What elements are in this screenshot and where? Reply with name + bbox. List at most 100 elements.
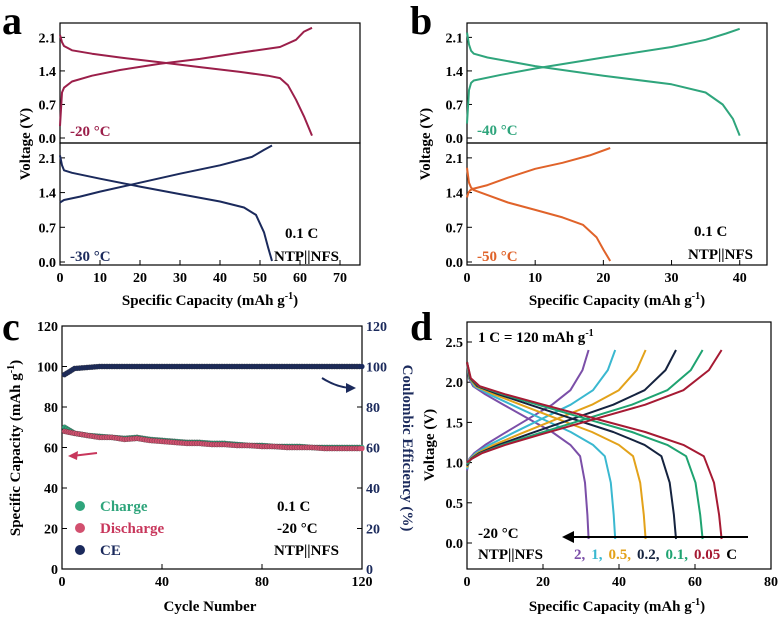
panel-letter-a: a (2, 0, 22, 43)
rate-label-0-1: 0.1, (666, 547, 689, 563)
curve-a-bottom-charge (59, 144, 273, 204)
rate-label-0-05: 0.05 (694, 547, 720, 563)
panel-b-top-ytick-label: 0.0 (446, 132, 464, 147)
panel-b-top-ytick-label: 1.4 (446, 65, 464, 80)
panel-a-top-ytick-label: 2.1 (39, 31, 57, 46)
panel-a-bottom-frame (59, 142, 361, 266)
panel-c-right-ytick-label: 100 (366, 361, 387, 376)
panel-d-ytick-label: 2.0 (446, 376, 464, 391)
panel-b-cell: NTP||NFS (688, 247, 753, 263)
legend-discharge-marker (75, 523, 85, 533)
panel-d-temp: -20 °C (478, 526, 519, 542)
panel-c-left-ytick-label: 80 (44, 401, 58, 416)
curve-b-bottom-charge (466, 147, 611, 198)
panel-d-xlabel: Specific Capacity (mAh g-1) (529, 597, 705, 615)
panel-d-ticks: 0 20 40 60 80 0.0 0.5 1.0 1.5 2.0 2.5 (446, 336, 779, 590)
panel-b-xlabel: Specific Capacity (mAh g-1) (529, 291, 705, 309)
panel-d: d 0 20 40 60 80 0.0 0.5 1.0 1.5 2.0 2.5 Voltage (V… (410, 304, 778, 615)
panel-d-xtick-label: 0 (464, 575, 471, 590)
panel-b-bottom-frame (466, 142, 768, 266)
panel-a-xtick-label: 0 (57, 271, 64, 286)
panel-letter-b: b (410, 0, 432, 43)
point-discharge (359, 445, 365, 452)
legend-ce-marker (75, 545, 85, 555)
panel-b-xtick-label: 40 (733, 271, 747, 286)
rate-label-unit: C (726, 547, 737, 563)
rate-labels: 2, 1, 0.5, 0.2, 0.1, 0.05 C (574, 547, 737, 563)
panel-c-xlabel: Cycle Number (164, 599, 257, 615)
panel-c-left-ytick-label: 20 (44, 523, 58, 538)
legend-discharge-label: Discharge (100, 521, 164, 537)
panel-b-xtick-label: 30 (665, 271, 679, 286)
rate-label-2: 2, (574, 547, 586, 563)
discharge-arrow-head (68, 451, 78, 460)
panel-b-temp-top: -40 °C (477, 123, 518, 139)
panel-a-xtick-label: 40 (213, 271, 227, 286)
panel-c-points (61, 363, 365, 452)
panel-d-cell: NTP||NFS (478, 547, 543, 563)
panel-b-ylabel: Voltage (V) (418, 108, 434, 180)
panel-c-right-ytick-label: 20 (366, 523, 380, 538)
panel-letter-c: c (2, 304, 20, 349)
panel-c-left-ytick-label: 0 (51, 563, 58, 578)
panel-c-right-ytick-label: 80 (366, 401, 380, 416)
panel-b-bottom-ytick-label: 2.1 (446, 152, 464, 167)
panel-c-xtick-label: 80 (255, 575, 269, 590)
panel-b: b 0 10 20 30 40 0.0 0.7 1.4 2.1 0.0 0.7 1.4 2.1 Volt… (410, 0, 768, 309)
panel-a-bottom-ytick-label: 1.4 (39, 187, 57, 202)
panel-d-curves (466, 349, 723, 540)
panel-a-bottom-ytick-label: 2.1 (39, 152, 57, 167)
panel-a-bottom-ytick-label: 0.7 (39, 221, 57, 236)
panel-d-ylabel: Voltage (V) (422, 409, 438, 481)
panel-a-xtick-label: 20 (133, 271, 147, 286)
curve-d-charge-0-05-C (466, 349, 723, 464)
rate-label-0-5: 0.5, (609, 547, 632, 563)
panel-c-temp: -20 °C (277, 521, 318, 537)
panel-d-ytick-label: 0.5 (446, 497, 464, 512)
panel-a-xlabel: Specific Capacity (mAh g-1) (122, 291, 298, 309)
rate-arrow-head (562, 531, 574, 543)
legend-charge-label: Charge (100, 499, 148, 515)
panel-b-bottom-ytick-label: 0.0 (446, 256, 464, 271)
panel-c-left-ytick-label: 120 (37, 320, 58, 335)
panel-c-right-ytick-label: 0 (366, 563, 373, 578)
panel-b-bottom-ytick-label: 0.7 (446, 221, 464, 236)
curve-a-bottom-discharge (59, 155, 273, 262)
panel-a-xtick-label: 70 (333, 271, 347, 286)
panel-d-xtick-label: 20 (536, 575, 550, 590)
panel-c-right-ytick-label: 120 (366, 320, 387, 335)
panel-b-xtick-label: 20 (596, 271, 610, 286)
panel-c-ylabel-right: Coulombic Efficiency (%) (399, 365, 415, 532)
panel-d-ytick-label: 1.5 (446, 416, 464, 431)
panel-b-top-ytick-label: 2.1 (446, 31, 464, 46)
panel-d-ytick-label: 0.0 (446, 537, 464, 552)
panel-c-cell: NTP||NFS (274, 543, 339, 559)
panel-c-xtick-label: 120 (352, 575, 373, 590)
point-ce (359, 363, 365, 370)
curve-b-top-discharge (466, 32, 741, 136)
panel-a-curves (59, 26, 313, 262)
panel-a-xtick-label: 30 (173, 271, 187, 286)
panel-letter-d: d (410, 304, 432, 349)
panel-b-ticks: 0 10 20 30 40 0.0 0.7 1.4 2.1 0.0 0.7 1.4 2.1 (446, 31, 747, 286)
panel-d-xtick-label: 60 (688, 575, 702, 590)
panel-b-xtick-label: 10 (528, 271, 542, 286)
panel-d-note: 1 C = 120 mAh g-1 (478, 328, 594, 346)
panel-a-xtick-label: 10 (93, 271, 107, 286)
panel-a-cell: NTP||NFS (274, 249, 339, 265)
panel-b-top-ytick-label: 0.7 (446, 98, 464, 113)
ce-arrow-head (346, 383, 356, 393)
panel-c-xtick-label: 40 (155, 575, 169, 590)
panel-a-rate: 0.1 C (285, 226, 318, 242)
curve-d-discharge-0-1-C (466, 361, 704, 540)
legend-charge-marker (75, 501, 85, 511)
panel-b-temp-bottom: -50 °C (477, 249, 518, 265)
curve-d-discharge-0-05-C (466, 361, 723, 540)
panel-c-right-ytick-label: 60 (366, 442, 380, 457)
panel-c-right-ytick-label: 40 (366, 482, 380, 497)
panel-c: c 0 40 80 120020406080100120020406080100120… (2, 304, 415, 615)
panel-a-temp-top: -20 °C (70, 124, 111, 140)
curve-a-top-discharge (59, 34, 313, 136)
panel-c-ylabel-left: Specific Capacity (mAh g-1) (6, 360, 24, 536)
